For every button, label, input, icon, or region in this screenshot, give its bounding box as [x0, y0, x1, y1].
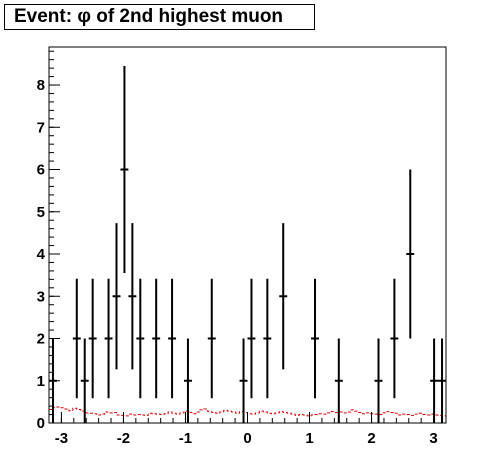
data-point [374, 338, 383, 423]
x-tick-label: 3 [429, 430, 437, 447]
data-point [128, 223, 137, 370]
axes: -3 -2 -1 0 1 2 3 0 1 2 3 4 5 6 7 8 [37, 50, 447, 447]
y-tick-label: 7 [37, 119, 45, 136]
x-tick-label: -1 [179, 430, 192, 447]
data-point [183, 338, 192, 423]
y-tick-label: 8 [37, 77, 45, 94]
data-point [152, 278, 161, 399]
data-point [263, 278, 272, 399]
y-tick-label: 3 [37, 288, 45, 305]
data-point [207, 278, 216, 399]
x-tick-label: 1 [305, 430, 313, 447]
data-point [88, 278, 97, 399]
chart-title-text: Event: φ of 2nd highest muon [14, 6, 284, 27]
data-point [334, 338, 343, 423]
chart-title: Event: φ of 2nd highest muon [4, 4, 315, 30]
data-points [49, 66, 446, 423]
x-tick-label: 0 [243, 430, 251, 447]
data-point [104, 278, 113, 399]
x-tick-label: -2 [117, 430, 130, 447]
data-point [239, 338, 248, 423]
y-tick-label: 1 [37, 373, 45, 390]
y-tick-label: 2 [37, 331, 45, 348]
y-tick-label: 4 [37, 246, 46, 263]
data-point [438, 338, 446, 423]
x-tick-label: -3 [55, 430, 68, 447]
y-tick-label: 6 [37, 162, 45, 179]
data-point [72, 278, 81, 399]
data-point [390, 278, 399, 399]
data-point [406, 169, 415, 339]
data-point [279, 223, 288, 370]
data-point [112, 223, 121, 370]
data-point [430, 338, 439, 423]
y-tick-label: 5 [37, 204, 45, 221]
y-tick-label: 0 [37, 415, 45, 432]
data-point [120, 66, 129, 274]
x-tick-label: 2 [367, 430, 375, 447]
data-point [80, 338, 89, 423]
data-point [247, 278, 256, 399]
data-point [168, 278, 177, 399]
data-point [136, 278, 145, 399]
data-point [311, 278, 319, 399]
